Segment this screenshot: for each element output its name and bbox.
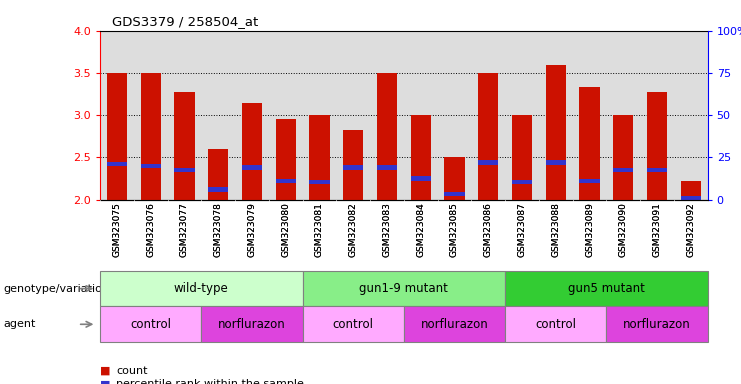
Text: norflurazon: norflurazon: [421, 318, 488, 331]
Bar: [478, 161, 499, 165]
Text: control: control: [130, 318, 171, 331]
Text: control: control: [535, 318, 576, 331]
Text: GSM323081: GSM323081: [315, 202, 324, 257]
Text: GSM323084: GSM323084: [416, 202, 425, 257]
Bar: [174, 93, 195, 200]
Bar: [445, 157, 465, 200]
Bar: [613, 168, 634, 172]
Bar: [377, 73, 397, 200]
Text: GSM323080: GSM323080: [281, 202, 290, 257]
Text: wild-type: wild-type: [174, 282, 229, 295]
Bar: [141, 164, 161, 168]
Text: gun5 mutant: gun5 mutant: [568, 282, 645, 295]
Bar: [512, 115, 532, 200]
Text: GSM323089: GSM323089: [585, 202, 594, 257]
Text: GSM323075: GSM323075: [113, 202, 122, 257]
Bar: [445, 192, 465, 196]
Bar: [309, 180, 330, 184]
Text: norflurazon: norflurazon: [218, 318, 286, 331]
Bar: [208, 149, 228, 200]
Bar: [107, 73, 127, 200]
Text: GSM323082: GSM323082: [349, 202, 358, 257]
Bar: [411, 115, 431, 200]
Text: GSM323092: GSM323092: [686, 202, 695, 257]
Bar: [107, 162, 127, 166]
Bar: [681, 181, 701, 200]
Bar: [242, 166, 262, 170]
Text: percentile rank within the sample: percentile rank within the sample: [116, 379, 305, 384]
Text: GSM323085: GSM323085: [450, 202, 459, 257]
Text: norflurazon: norflurazon: [623, 318, 691, 331]
Text: count: count: [116, 366, 148, 376]
Bar: [377, 166, 397, 170]
Bar: [579, 179, 599, 183]
Text: GSM323090: GSM323090: [619, 202, 628, 257]
Bar: [478, 73, 499, 200]
Bar: [411, 177, 431, 181]
Text: GSM323079: GSM323079: [247, 202, 256, 257]
Bar: [309, 115, 330, 200]
Text: GSM323087: GSM323087: [517, 202, 527, 257]
Text: control: control: [333, 318, 373, 331]
Text: ■: ■: [100, 379, 114, 384]
Text: gun1-9 mutant: gun1-9 mutant: [359, 282, 448, 295]
Text: agent: agent: [4, 319, 36, 329]
Bar: [681, 196, 701, 200]
Text: GSM323083: GSM323083: [382, 202, 391, 257]
Text: GDS3379 / 258504_at: GDS3379 / 258504_at: [112, 15, 259, 28]
Text: GSM323086: GSM323086: [484, 202, 493, 257]
Text: GSM323088: GSM323088: [551, 202, 560, 257]
Bar: [545, 161, 566, 165]
Bar: [276, 179, 296, 183]
Bar: [343, 166, 363, 170]
Text: GSM323076: GSM323076: [146, 202, 155, 257]
Bar: [579, 87, 599, 200]
Text: genotype/variation: genotype/variation: [4, 283, 110, 294]
Bar: [242, 103, 262, 200]
Text: GSM323091: GSM323091: [653, 202, 662, 257]
Bar: [647, 168, 667, 172]
Text: ■: ■: [100, 366, 114, 376]
Text: GSM323078: GSM323078: [213, 202, 223, 257]
Text: GSM323077: GSM323077: [180, 202, 189, 257]
Bar: [343, 131, 363, 200]
Bar: [141, 73, 161, 200]
Bar: [545, 65, 566, 200]
Bar: [174, 168, 195, 172]
Bar: [613, 115, 634, 200]
Bar: [276, 119, 296, 200]
Bar: [647, 91, 667, 200]
Bar: [208, 187, 228, 192]
Bar: [512, 180, 532, 184]
